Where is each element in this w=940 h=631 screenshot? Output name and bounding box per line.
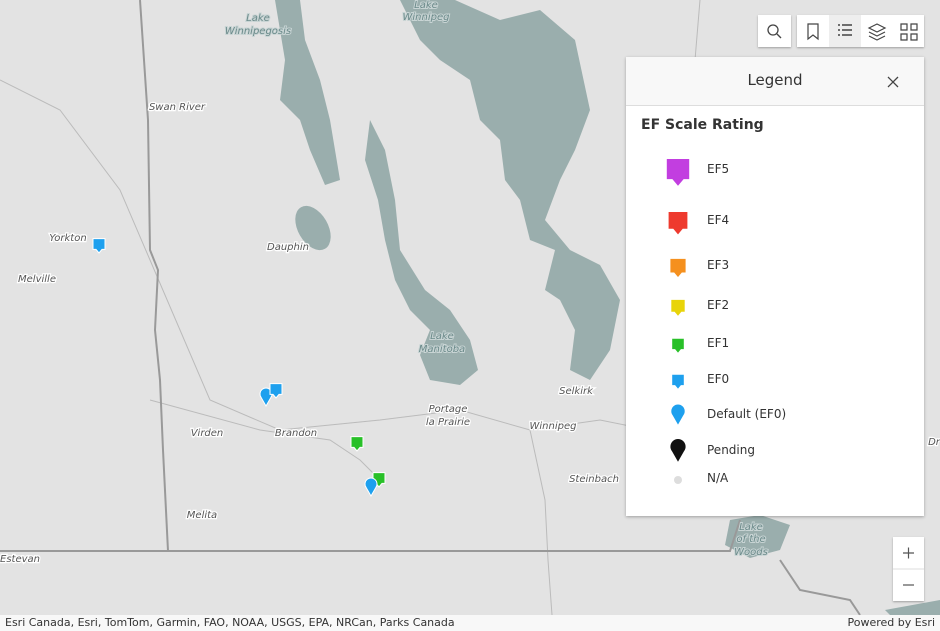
legend-label: EF2: [707, 298, 730, 312]
marker: [669, 257, 687, 279]
marker: [667, 210, 689, 236]
legend-symbol: [674, 476, 682, 484]
place-label: Selkirk: [559, 386, 594, 397]
place-label: la Prairie: [426, 417, 470, 428]
place-label: Portage: [429, 404, 468, 415]
legend-label: Pending: [707, 443, 755, 457]
marker: [670, 403, 686, 427]
place-label: Woods: [734, 547, 768, 558]
powered-by[interactable]: Powered by Esri: [847, 616, 935, 629]
place-label: Brandon: [275, 428, 317, 439]
place-label: Dauphin: [267, 242, 309, 253]
active-tab[interactable]: [829, 15, 861, 47]
place-label: Estevan: [0, 554, 40, 565]
place-label: Lake: [246, 13, 270, 24]
zoom-in[interactable]: [903, 547, 914, 559]
marker: [364, 477, 378, 498]
zoom-icons: [893, 547, 924, 586]
legend-icon[interactable]: [838, 24, 852, 36]
marker: [350, 436, 364, 452]
attribution: Esri Canada, Esri, TomTom, Garmin, FAO, …: [5, 616, 455, 629]
place-label: Melville: [18, 274, 56, 285]
legend-label: EF3: [707, 258, 730, 272]
bookmarks-icon[interactable]: [807, 23, 819, 41]
place-label: Yorkton: [49, 233, 86, 244]
marker: [670, 298, 686, 318]
place-label: Swan River: [149, 102, 206, 113]
legend-label: EF0: [707, 372, 730, 386]
legend-label: EF4: [707, 213, 730, 227]
place-label: Lake: [739, 522, 763, 533]
borders: [0, 0, 861, 616]
legend-label: EF1: [707, 336, 730, 350]
place-label: of the: [736, 534, 765, 545]
layers-icon[interactable]: [867, 23, 887, 41]
legend-symbols: [665, 158, 691, 484]
layer-title: EF Scale Rating: [641, 117, 764, 133]
marker: [269, 383, 283, 399]
place-label: Winnipeg: [530, 421, 577, 432]
marker: [665, 158, 691, 188]
marker: [92, 238, 106, 254]
close-button[interactable]: [887, 76, 899, 88]
widget-toolbar: [797, 15, 924, 47]
toolbar-icons: [807, 15, 918, 47]
search-button[interactable]: [758, 15, 791, 47]
marker: [671, 373, 685, 391]
place-label: Lake: [430, 331, 454, 342]
marker: [671, 337, 685, 355]
place-label: Manitoba: [419, 344, 465, 355]
zoom-controls: [893, 537, 924, 601]
marker: [259, 387, 273, 408]
attribution-bar: Esri Canada, Esri, TomTom, Garmin, FAO, …: [0, 615, 940, 631]
water: [275, 0, 940, 615]
basemap-icon[interactable]: [900, 23, 918, 41]
legend-title: Legend: [626, 57, 924, 106]
place-label: Lake: [414, 0, 438, 11]
place-label: Virden: [191, 428, 224, 439]
place-label: Dr: [928, 437, 940, 448]
map-markers: [92, 238, 386, 498]
place-label: Winnipegosis: [225, 26, 291, 37]
place-label: Winnipeg: [403, 12, 450, 23]
legend-label: N/A: [707, 471, 729, 485]
legend-label: Default (EF0): [707, 407, 787, 421]
place-label: Steinbach: [569, 474, 619, 485]
legend-label: EF5: [707, 162, 730, 176]
place-label: Melita: [187, 510, 217, 521]
search-icon: [767, 24, 782, 39]
marker: [669, 438, 687, 464]
legend-panel: Legend EF Scale Rating EF5 EF4 EF3 EF2 EF1 EF…: [626, 57, 924, 516]
